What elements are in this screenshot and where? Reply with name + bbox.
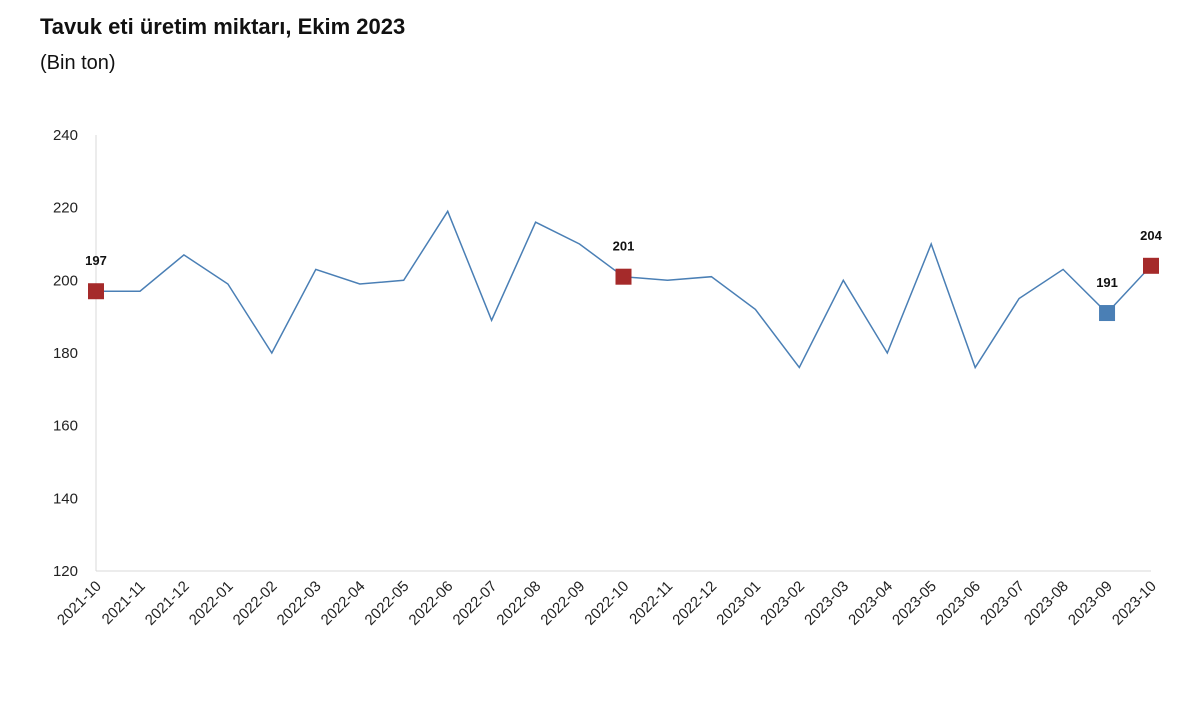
x-tick-label: 2023-08 — [1021, 578, 1072, 629]
y-tick-label: 140 — [53, 490, 78, 507]
x-tick-label: 2023-07 — [977, 578, 1028, 629]
chart-title: Tavuk eti üretim miktarı, Ekim 2023 — [40, 14, 406, 39]
x-tick-label: 2022-02 — [230, 578, 281, 629]
x-tick-label: 2022-11 — [626, 578, 676, 628]
highlight-marker — [1143, 257, 1159, 274]
series-line — [96, 209, 1152, 370]
x-tick-label: 2023-06 — [933, 578, 984, 629]
x-tick-label: 2022-07 — [449, 578, 500, 629]
x-tick-label: 2022-05 — [362, 578, 413, 629]
data-label: 201 — [613, 239, 635, 254]
x-tick-label: 2021-12 — [142, 578, 193, 629]
y-tick-label: 120 — [53, 563, 78, 580]
x-tick-label: 2022-06 — [406, 578, 457, 629]
x-tick-label: 2021-10 — [54, 578, 105, 629]
x-tick-label: 2023-01 — [713, 578, 764, 629]
data-label: 204 — [1140, 228, 1162, 243]
x-tick-label: 2022-08 — [493, 578, 544, 629]
x-tick-label: 2023-03 — [801, 578, 852, 629]
x-tick-label: 2022-10 — [581, 578, 632, 629]
y-tick-label: 180 — [53, 345, 78, 362]
x-tick-label: 2022-03 — [274, 578, 325, 629]
x-tick-label: 2022-09 — [537, 578, 588, 629]
x-tick-label: 2023-04 — [845, 578, 896, 629]
highlight-marker — [88, 283, 104, 300]
x-tick-label: 2022-12 — [669, 578, 720, 629]
x-tick-label: 2023-05 — [889, 578, 940, 629]
y-tick-label: 200 — [53, 272, 78, 289]
highlight-marker — [615, 268, 632, 285]
x-tick-label: 2021-11 — [99, 578, 149, 628]
data-label: 191 — [1096, 275, 1118, 290]
y-tick-label: 160 — [53, 418, 78, 435]
y-tick-label: 220 — [53, 200, 78, 217]
x-tick-label: 2023-02 — [757, 578, 808, 629]
highlight-marker — [1099, 305, 1116, 322]
x-tick-label: 2022-01 — [186, 578, 237, 629]
x-tick-label: 2023-09 — [1065, 578, 1116, 629]
y-tick-label: 240 — [53, 127, 78, 144]
x-tick-label: 2022-04 — [318, 578, 369, 629]
x-tick-label: 2023-10 — [1109, 578, 1160, 629]
chart-subtitle: (Bin ton) — [40, 52, 116, 74]
data-label: 197 — [85, 253, 107, 268]
